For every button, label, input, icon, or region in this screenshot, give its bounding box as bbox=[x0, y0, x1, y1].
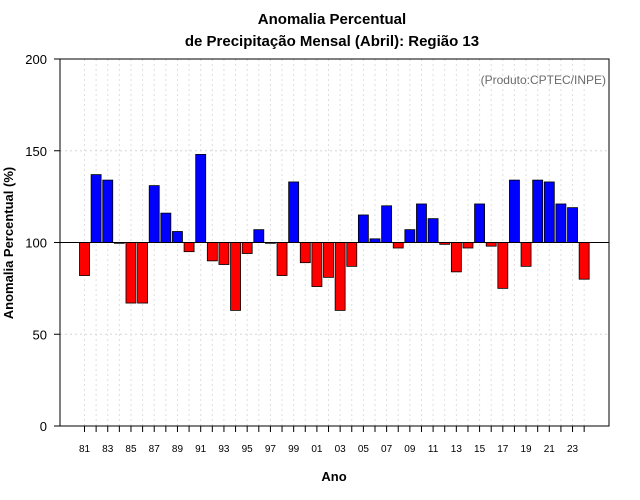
x-tick-label: 89 bbox=[172, 444, 184, 455]
bar-96 bbox=[253, 229, 265, 243]
grid bbox=[60, 59, 609, 426]
bar-81 bbox=[79, 242, 90, 276]
bar-98 bbox=[276, 242, 288, 276]
bar-87 bbox=[148, 185, 160, 243]
bar-95 bbox=[241, 242, 253, 254]
bar-08 bbox=[392, 242, 404, 249]
x-tick-label: 01 bbox=[311, 444, 323, 455]
chart-title-line2: de Precipitação Mensal (Abril): Região 1… bbox=[185, 33, 479, 50]
y-tick-label: 0 bbox=[40, 419, 47, 434]
bar-88 bbox=[160, 212, 172, 243]
bar-00 bbox=[299, 242, 311, 264]
bar-07 bbox=[381, 205, 393, 243]
bar-05 bbox=[357, 214, 369, 243]
bar-22 bbox=[555, 203, 567, 243]
x-tick-label: 05 bbox=[358, 444, 370, 455]
bar-09 bbox=[404, 229, 416, 243]
x-tick-label: 95 bbox=[242, 444, 254, 455]
bar-20 bbox=[532, 179, 544, 243]
bar-04 bbox=[346, 242, 358, 267]
y-tick-label: 200 bbox=[25, 52, 47, 67]
bar-83 bbox=[102, 179, 114, 243]
x-tick-label: 21 bbox=[544, 444, 556, 455]
x-axis-label: Ano bbox=[321, 469, 346, 484]
x-tick-label: 91 bbox=[195, 444, 207, 455]
x-tick-label: 19 bbox=[520, 444, 532, 455]
bar-01 bbox=[311, 242, 323, 287]
chart-title-line1: Anomalia Percentual bbox=[258, 11, 406, 28]
bar-21 bbox=[543, 181, 555, 243]
bar-17 bbox=[497, 242, 509, 289]
bar-10 bbox=[416, 203, 427, 243]
x-tick-label: 93 bbox=[218, 444, 230, 455]
bar-02 bbox=[323, 242, 334, 278]
x-tick-label: 17 bbox=[497, 444, 509, 455]
x-tick-label: 11 bbox=[428, 444, 439, 455]
bar-15 bbox=[474, 203, 485, 243]
x-tick-label: 87 bbox=[149, 444, 161, 455]
x-axis: 81 83 85 87 89 91 93 95 97 99 01 03 05 07 09 11 13 15 17 19… bbox=[79, 426, 585, 455]
x-tick-label: 99 bbox=[288, 444, 300, 455]
x-tick-label: 97 bbox=[265, 444, 277, 455]
y-axis-label: Anomalia Percentual (%) bbox=[1, 167, 16, 319]
bar-82 bbox=[90, 174, 102, 243]
bar-90 bbox=[183, 242, 195, 253]
x-tick-label: 07 bbox=[381, 444, 393, 455]
x-tick-label: 13 bbox=[451, 444, 463, 455]
y-tick-label: 150 bbox=[25, 144, 47, 159]
bar-93 bbox=[218, 242, 230, 265]
y-tick-label: 50 bbox=[33, 327, 47, 342]
bar-23 bbox=[567, 207, 578, 243]
bar-18 bbox=[509, 179, 520, 243]
bar-06 bbox=[369, 238, 381, 243]
x-tick-label: 83 bbox=[102, 444, 114, 455]
x-tick-label: 85 bbox=[125, 444, 137, 455]
x-tick-label: 09 bbox=[404, 444, 416, 455]
x-tick-label: 23 bbox=[567, 444, 579, 455]
bar-86 bbox=[137, 242, 149, 304]
x-tick-label: 81 bbox=[79, 444, 91, 455]
bar-89 bbox=[172, 231, 183, 243]
bar-14 bbox=[462, 242, 474, 249]
credit-text: (Produto:CPTEC/INPE) bbox=[481, 73, 606, 87]
bar-03 bbox=[334, 242, 346, 311]
x-tick-label: 15 bbox=[474, 444, 486, 455]
bar-16 bbox=[485, 242, 497, 247]
bars bbox=[79, 154, 590, 311]
bar-99 bbox=[288, 181, 300, 243]
bar-19 bbox=[520, 242, 532, 267]
bar-92 bbox=[206, 242, 218, 262]
bar-91 bbox=[195, 154, 207, 243]
y-axis: 0 50 100 150 200 bbox=[25, 52, 60, 434]
bar-11 bbox=[427, 218, 439, 243]
bar-94 bbox=[230, 242, 241, 311]
bar-24 bbox=[578, 242, 590, 280]
x-tick-label: 03 bbox=[335, 444, 347, 455]
y-tick-label: 100 bbox=[25, 236, 47, 251]
bar-85 bbox=[125, 242, 137, 304]
bar-13 bbox=[450, 242, 462, 273]
